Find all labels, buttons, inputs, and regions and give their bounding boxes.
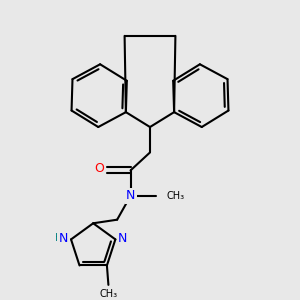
Text: N: N: [118, 232, 127, 245]
Text: N: N: [126, 189, 135, 202]
Text: N: N: [59, 232, 68, 245]
Text: CH₃: CH₃: [167, 191, 184, 201]
Text: H: H: [55, 233, 63, 243]
Text: O: O: [94, 162, 104, 176]
Text: CH₃: CH₃: [99, 289, 118, 299]
